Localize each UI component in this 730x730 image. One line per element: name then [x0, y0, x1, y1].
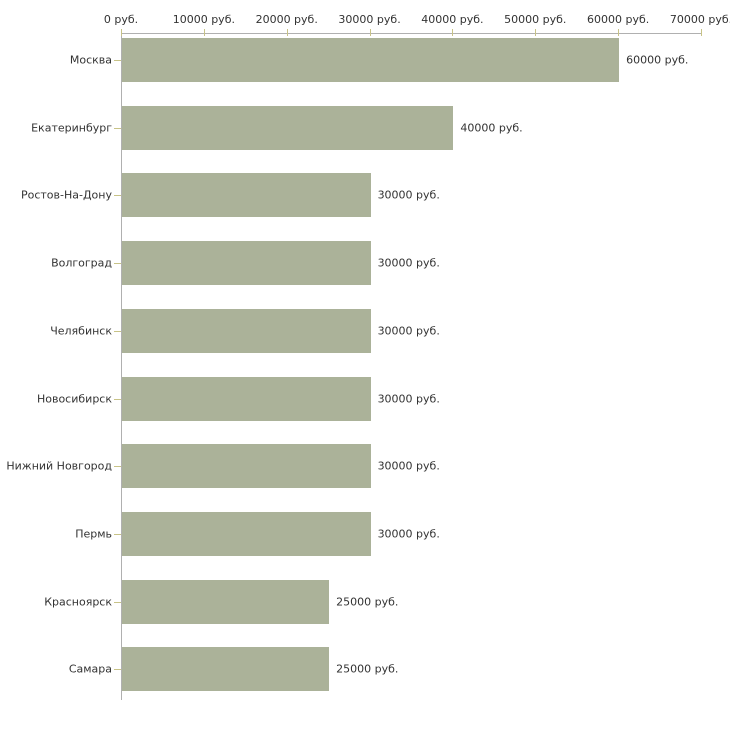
bar-Красноярск — [122, 579, 330, 624]
category-label: Самара — [68, 662, 112, 676]
category-label: Москва — [69, 53, 112, 67]
y-axis-tick — [114, 669, 121, 671]
bar-Челябинск — [122, 308, 371, 353]
category-label: Пермь — [75, 527, 112, 541]
bar-Самара — [122, 647, 330, 692]
value-label: 60000 руб. — [626, 53, 689, 67]
value-label: 30000 руб. — [377, 527, 440, 541]
category-label: Новосибирск — [36, 392, 112, 405]
category-label: Красноярск — [44, 595, 112, 609]
y-axis-tick — [114, 398, 121, 400]
bar-Новосибирск — [122, 376, 371, 421]
x-axis-tick-label: 20000 руб. — [255, 13, 318, 26]
x-axis-tick — [701, 29, 702, 36]
x-axis-tick — [535, 29, 537, 36]
x-axis-tick — [203, 29, 205, 36]
x-axis-tick-label: 40000 руб. — [421, 13, 484, 26]
x-axis-tick — [452, 29, 454, 36]
x-axis-tick-label: 30000 руб. — [338, 13, 401, 26]
y-axis-tick — [114, 533, 121, 535]
x-axis-tick — [369, 29, 371, 36]
y-axis-tick — [114, 195, 121, 197]
y-axis-tick — [114, 330, 121, 332]
x-axis-tick — [121, 29, 122, 36]
category-label: Ростов-На-Дону — [20, 188, 112, 202]
x-axis-tick-label: 70000 руб. — [669, 13, 730, 26]
bar-Москва — [122, 38, 620, 82]
value-label: 30000 руб. — [377, 392, 440, 405]
y-axis-tick — [114, 60, 121, 61]
value-label: 30000 руб. — [377, 188, 440, 202]
y-axis-tick — [114, 127, 121, 129]
category-label: Волгоград — [51, 256, 112, 270]
y-axis-tick — [114, 263, 121, 265]
bar-Ростов-На-Дону — [122, 173, 371, 218]
category-label: Нижний Новгород — [6, 459, 112, 473]
value-label: 25000 руб. — [336, 595, 399, 609]
bar-Волгоград — [122, 241, 371, 286]
x-axis-tick-label: 10000 руб. — [172, 13, 235, 26]
y-axis-line — [121, 33, 122, 700]
bar-Нижний Новгород — [122, 444, 371, 489]
x-axis-tick-label: 0 руб. — [103, 13, 139, 26]
value-label: 25000 руб. — [336, 662, 399, 676]
x-axis-line — [121, 33, 701, 34]
bar-Екатеринбург — [122, 105, 454, 150]
y-axis-tick — [114, 466, 121, 468]
value-label: 40000 руб. — [460, 121, 523, 135]
category-label: Екатеринбург — [31, 121, 112, 135]
bar-Пермь — [122, 511, 371, 556]
x-axis-tick — [286, 29, 288, 36]
category-label: Челябинск — [50, 324, 112, 338]
value-label: 30000 руб. — [377, 459, 440, 473]
value-label: 30000 руб. — [377, 256, 440, 270]
value-label: 30000 руб. — [377, 324, 440, 338]
x-axis-tick — [618, 29, 620, 36]
x-axis-tick-label: 60000 руб. — [587, 13, 650, 26]
x-axis-tick-label: 50000 руб. — [504, 13, 567, 26]
y-axis-tick — [114, 601, 121, 603]
